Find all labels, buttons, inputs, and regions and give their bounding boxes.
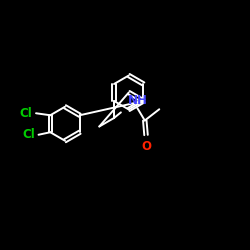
Text: Cl: Cl (22, 128, 35, 141)
Text: NH: NH (128, 94, 148, 107)
Text: Cl: Cl (20, 107, 32, 120)
Text: O: O (141, 140, 151, 153)
